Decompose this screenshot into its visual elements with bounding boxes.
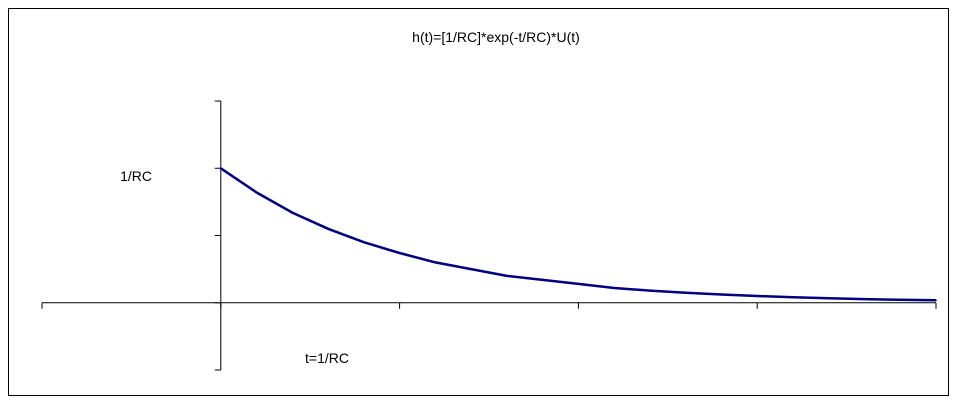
data-point: [827, 297, 830, 300]
data-point: [470, 268, 472, 270]
data-point: [935, 299, 937, 302]
data-point: [899, 298, 902, 301]
data-point: [649, 289, 651, 292]
data-point: [863, 298, 866, 300]
data-point: [291, 211, 294, 214]
data-point: [756, 295, 758, 297]
data-point: [255, 191, 258, 194]
x-tick-label-t-1-over-rc: t=1/RC: [305, 350, 349, 366]
data-point: [577, 283, 580, 285]
data-point: [684, 291, 687, 294]
data-point: [327, 227, 329, 230]
data-point: [434, 261, 437, 264]
data-point: [506, 275, 508, 277]
data-point: [792, 296, 794, 299]
y-tick-label-1-over-rc: 1/RC: [120, 168, 152, 184]
chart-title: h(t)=[1/RC]*exp(-t/RC)*U(t): [412, 29, 580, 45]
data-point: [220, 167, 222, 170]
data-point: [398, 252, 401, 254]
chart-frame: [8, 8, 949, 396]
impulse-response-line: [220, 167, 937, 302]
data-point: [720, 293, 723, 296]
data-point: [541, 279, 544, 281]
data-point: [363, 241, 365, 244]
data-point: [613, 287, 615, 289]
